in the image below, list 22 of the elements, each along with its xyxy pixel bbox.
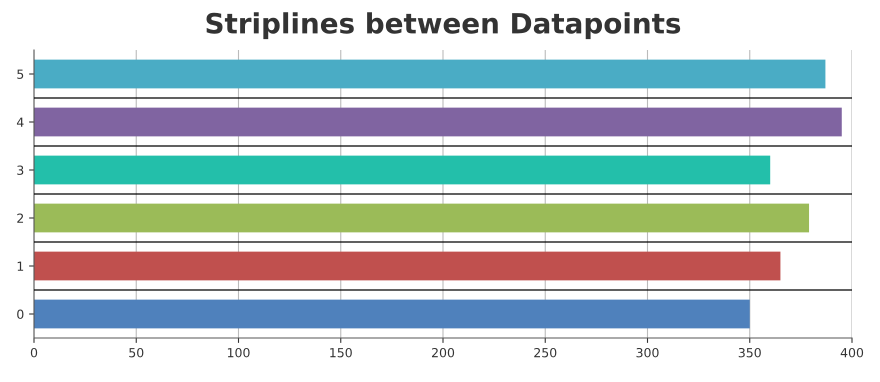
bar: [34, 204, 810, 232]
x-tick-label: 50: [129, 348, 144, 358]
y-tick-label: 0: [17, 309, 24, 319]
y-tick-label: 2: [17, 213, 24, 223]
bar: [34, 300, 750, 328]
bar: [34, 60, 826, 88]
bar: [34, 252, 780, 280]
y-tick-label: 3: [17, 165, 24, 175]
x-tick-label: 0: [30, 348, 38, 358]
x-tick-label: 300: [636, 348, 659, 358]
y-tick-label: 1: [18, 262, 24, 271]
x-tick-label: 150: [330, 348, 352, 358]
bar: [34, 108, 842, 136]
x-tick-label: 350: [738, 348, 761, 358]
bar: [34, 156, 770, 184]
x-tick-label: 400: [840, 348, 864, 358]
chart-title: Striplines between Datapoints: [206, 12, 680, 40]
x-tick-label: 200: [432, 348, 454, 358]
y-tick-label: 5: [17, 70, 24, 79]
y-tick-label: 4: [16, 118, 24, 127]
x-tick-label: 100: [228, 348, 250, 358]
x-tick-label: 250: [534, 348, 556, 358]
